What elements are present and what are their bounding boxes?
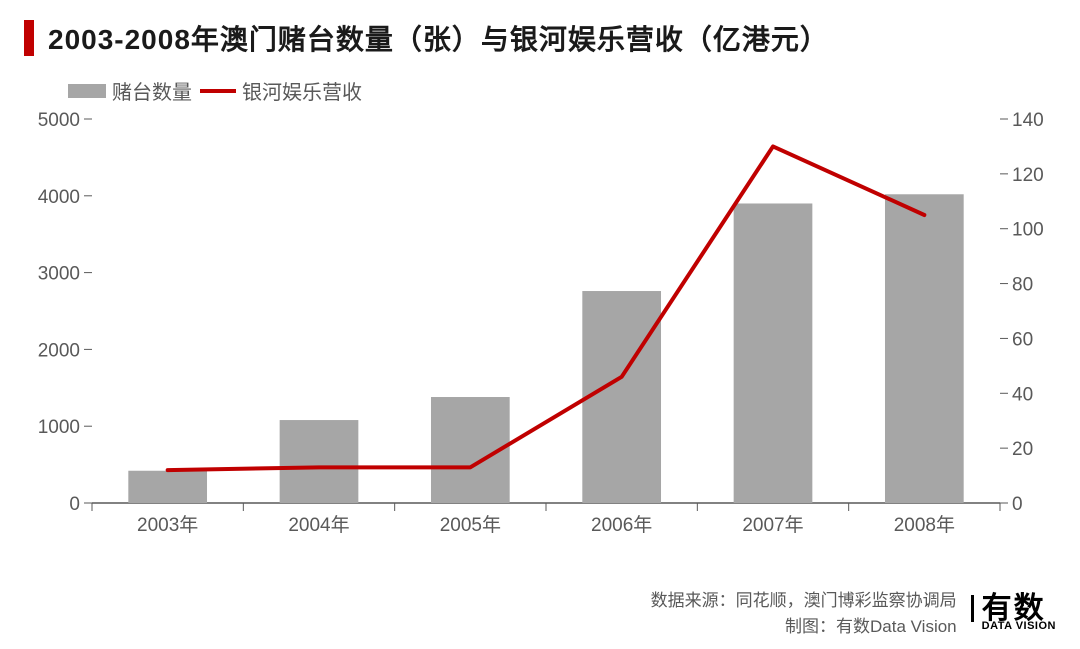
title-row: 2003-2008年澳门赌台数量（张）与银河娱乐营收（亿港元）: [24, 18, 1056, 58]
legend-item-bars: 赌台数量: [68, 76, 192, 105]
right-axis-tick-label: 80: [1012, 275, 1033, 296]
bar: [280, 420, 359, 503]
left-axis-tick-label: 5000: [38, 110, 80, 131]
brand-logo-cn: 有数: [971, 595, 1056, 622]
right-axis-tick-label: 0: [1012, 494, 1023, 515]
right-axis-tick-label: 100: [1012, 220, 1044, 241]
right-axis-tick-label: 60: [1012, 329, 1033, 350]
left-axis-tick-label: 3000: [38, 264, 80, 285]
footer: 数据来源：同花顺，澳门博彩监察协调局 制图：有数Data Vision 有数 D…: [651, 588, 1056, 639]
left-axis-tick-label: 2000: [38, 340, 80, 361]
right-axis-tick-label: 140: [1012, 110, 1044, 131]
right-axis-tick-label: 120: [1012, 165, 1044, 186]
chart-plot-area: 0 1000 2000 3000 4000 5000 0 20 40 60 80 100 120 140 2…: [24, 109, 1056, 549]
left-axis-tick-label: 4000: [38, 187, 80, 208]
right-axis-tick-label: 40: [1012, 384, 1033, 405]
bar: [582, 291, 661, 503]
footer-text: 数据来源：同花顺，澳门博彩监察协调局 制图：有数Data Vision: [651, 588, 957, 639]
chart-svg: 0 1000 2000 3000 4000 5000 0 20 40 60 80 100 120 140 2…: [24, 109, 1056, 549]
bar: [885, 194, 964, 503]
legend: 赌台数量 银河娱乐营收: [68, 76, 1056, 105]
chart-title: 2003-2008年澳门赌台数量（张）与银河娱乐营收（亿港元）: [48, 18, 829, 58]
legend-swatch-line: [200, 89, 236, 93]
brand-logo-en: DATA VISION: [971, 622, 1056, 632]
legend-line-label: 银河娱乐营收: [242, 76, 362, 105]
x-axis-category-label: 2003年: [137, 514, 198, 536]
x-axis-category-label: 2007年: [742, 514, 803, 536]
legend-bar-label: 赌台数量: [112, 76, 192, 105]
right-axis-tick-label: 20: [1012, 439, 1033, 460]
bar: [734, 203, 813, 503]
x-axis-category-label: 2008年: [894, 514, 955, 536]
chart-container: 2003-2008年澳门赌台数量（张）与银河娱乐营收（亿港元） 赌台数量 银河娱…: [0, 0, 1080, 649]
x-axis-category-label: 2004年: [288, 514, 349, 536]
legend-item-line: 银河娱乐营收: [200, 76, 362, 105]
bar: [128, 471, 207, 503]
left-axis-tick-label: 1000: [38, 417, 80, 438]
brand-logo: 有数 DATA VISION: [971, 595, 1056, 632]
title-accent-bar: [24, 20, 34, 56]
left-axis-tick-label: 0: [69, 494, 80, 515]
x-axis-category-label: 2006年: [591, 514, 652, 536]
chart-credit-label: 制图：有数Data Vision: [651, 614, 957, 640]
x-axis-category-label: 2005年: [440, 514, 501, 536]
data-source-label: 数据来源：同花顺，澳门博彩监察协调局: [651, 588, 957, 614]
legend-swatch-bar: [68, 84, 106, 98]
